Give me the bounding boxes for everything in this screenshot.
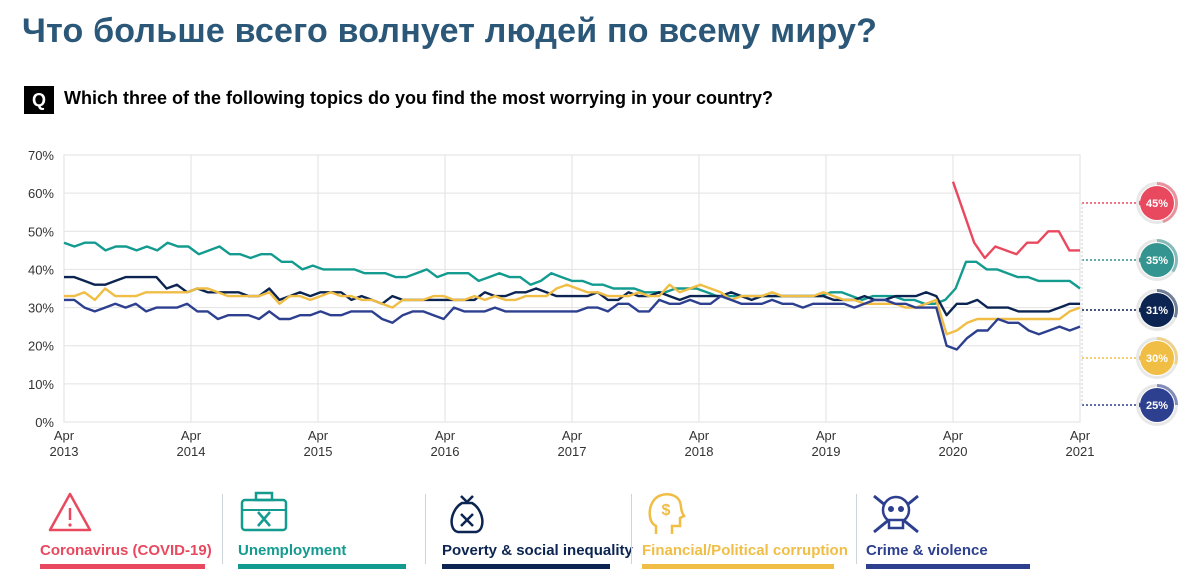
x-tick-year: 2017 bbox=[558, 444, 587, 459]
series-line-financial-political-corruption bbox=[64, 283, 1081, 336]
x-tick-month: Apr bbox=[1070, 428, 1091, 443]
badge-value: 35% bbox=[1146, 255, 1168, 267]
badge-value: 25% bbox=[1146, 400, 1168, 412]
badge-value: 31% bbox=[1146, 305, 1168, 317]
badge-ring-fill bbox=[1136, 182, 1178, 224]
badge-ring-fill bbox=[1136, 384, 1178, 426]
x-tick-year: 2013 bbox=[50, 444, 79, 459]
toolbox-icon bbox=[240, 491, 288, 532]
legend-divider bbox=[425, 494, 426, 564]
x-tick-month: Apr bbox=[816, 428, 837, 443]
y-tick-label: 20% bbox=[28, 339, 54, 354]
badge-circle bbox=[1140, 243, 1174, 277]
badge-value: 30% bbox=[1146, 353, 1168, 365]
question-text: Which three of the following topics do y… bbox=[64, 88, 773, 108]
series-line-crime-violence bbox=[64, 294, 1081, 351]
legend-label: Financial/Political corruption bbox=[642, 542, 848, 559]
badge-value: 45% bbox=[1146, 198, 1168, 210]
badge-ring-fill bbox=[1136, 289, 1178, 331]
legend-label: Unemployment bbox=[238, 542, 347, 559]
head-dollar-icon: $ bbox=[648, 493, 686, 534]
series-line-poverty-social-inequality bbox=[64, 275, 1080, 317]
y-tick-label: 10% bbox=[28, 377, 54, 392]
svg-text:$: $ bbox=[662, 502, 671, 519]
x-tick-month: Apr bbox=[943, 428, 964, 443]
legend-divider bbox=[222, 494, 223, 564]
legend-label: Coronavirus (COVID-19) bbox=[40, 542, 212, 559]
y-tick-label: 0% bbox=[35, 415, 54, 430]
legend-color-bar bbox=[40, 564, 205, 569]
x-tick-year: 2021 bbox=[1066, 444, 1095, 459]
x-tick-month: Apr bbox=[54, 428, 75, 443]
badge-circle bbox=[1140, 388, 1174, 422]
line-chart: 0%10%20%30%40%50%60%70%Apr2013Apr2014Apr… bbox=[28, 148, 1178, 459]
skull-icon bbox=[873, 494, 919, 534]
legend-color-bar bbox=[866, 564, 1030, 569]
y-tick-label: 50% bbox=[28, 224, 54, 239]
badge-ring-fill bbox=[1136, 337, 1178, 379]
question-badge: Q bbox=[24, 86, 54, 114]
x-tick-year: 2018 bbox=[685, 444, 714, 459]
legend-color-bar bbox=[238, 564, 406, 569]
legend-label: Crime & violence bbox=[866, 542, 988, 559]
y-tick-label: 30% bbox=[28, 301, 54, 316]
page-title: Что больше всего волнует людей по всему … bbox=[22, 12, 878, 50]
x-tick-year: 2019 bbox=[812, 444, 841, 459]
y-tick-label: 60% bbox=[28, 186, 54, 201]
x-tick-month: Apr bbox=[689, 428, 710, 443]
legend-color-bar bbox=[442, 564, 610, 569]
legend-color-bar bbox=[642, 564, 834, 569]
badge-ring-fill bbox=[1136, 239, 1178, 281]
legend-label: Poverty & social inequality bbox=[442, 542, 633, 559]
x-tick-month: Apr bbox=[435, 428, 456, 443]
y-tick-label: 70% bbox=[28, 148, 54, 163]
legend-divider bbox=[856, 494, 857, 564]
badge-circle bbox=[1140, 186, 1174, 220]
badge-circle bbox=[1140, 293, 1174, 327]
legend: Coronavirus (COVID-19) Unemployment Pove… bbox=[30, 488, 1190, 583]
warning-icon bbox=[48, 492, 92, 532]
y-tick-label: 40% bbox=[28, 262, 54, 277]
x-tick-year: 2015 bbox=[304, 444, 333, 459]
x-tick-month: Apr bbox=[181, 428, 202, 443]
x-tick-month: Apr bbox=[308, 428, 329, 443]
legend-divider bbox=[631, 494, 632, 564]
series-line-coronavirus-covid-19- bbox=[951, 181, 1080, 260]
x-tick-year: 2014 bbox=[177, 444, 206, 459]
badge-circle bbox=[1140, 341, 1174, 375]
x-tick-year: 2020 bbox=[939, 444, 968, 459]
money-bag-icon bbox=[450, 495, 484, 534]
x-tick-month: Apr bbox=[562, 428, 583, 443]
x-tick-year: 2016 bbox=[431, 444, 460, 459]
series-line-unemployment bbox=[63, 241, 1081, 306]
